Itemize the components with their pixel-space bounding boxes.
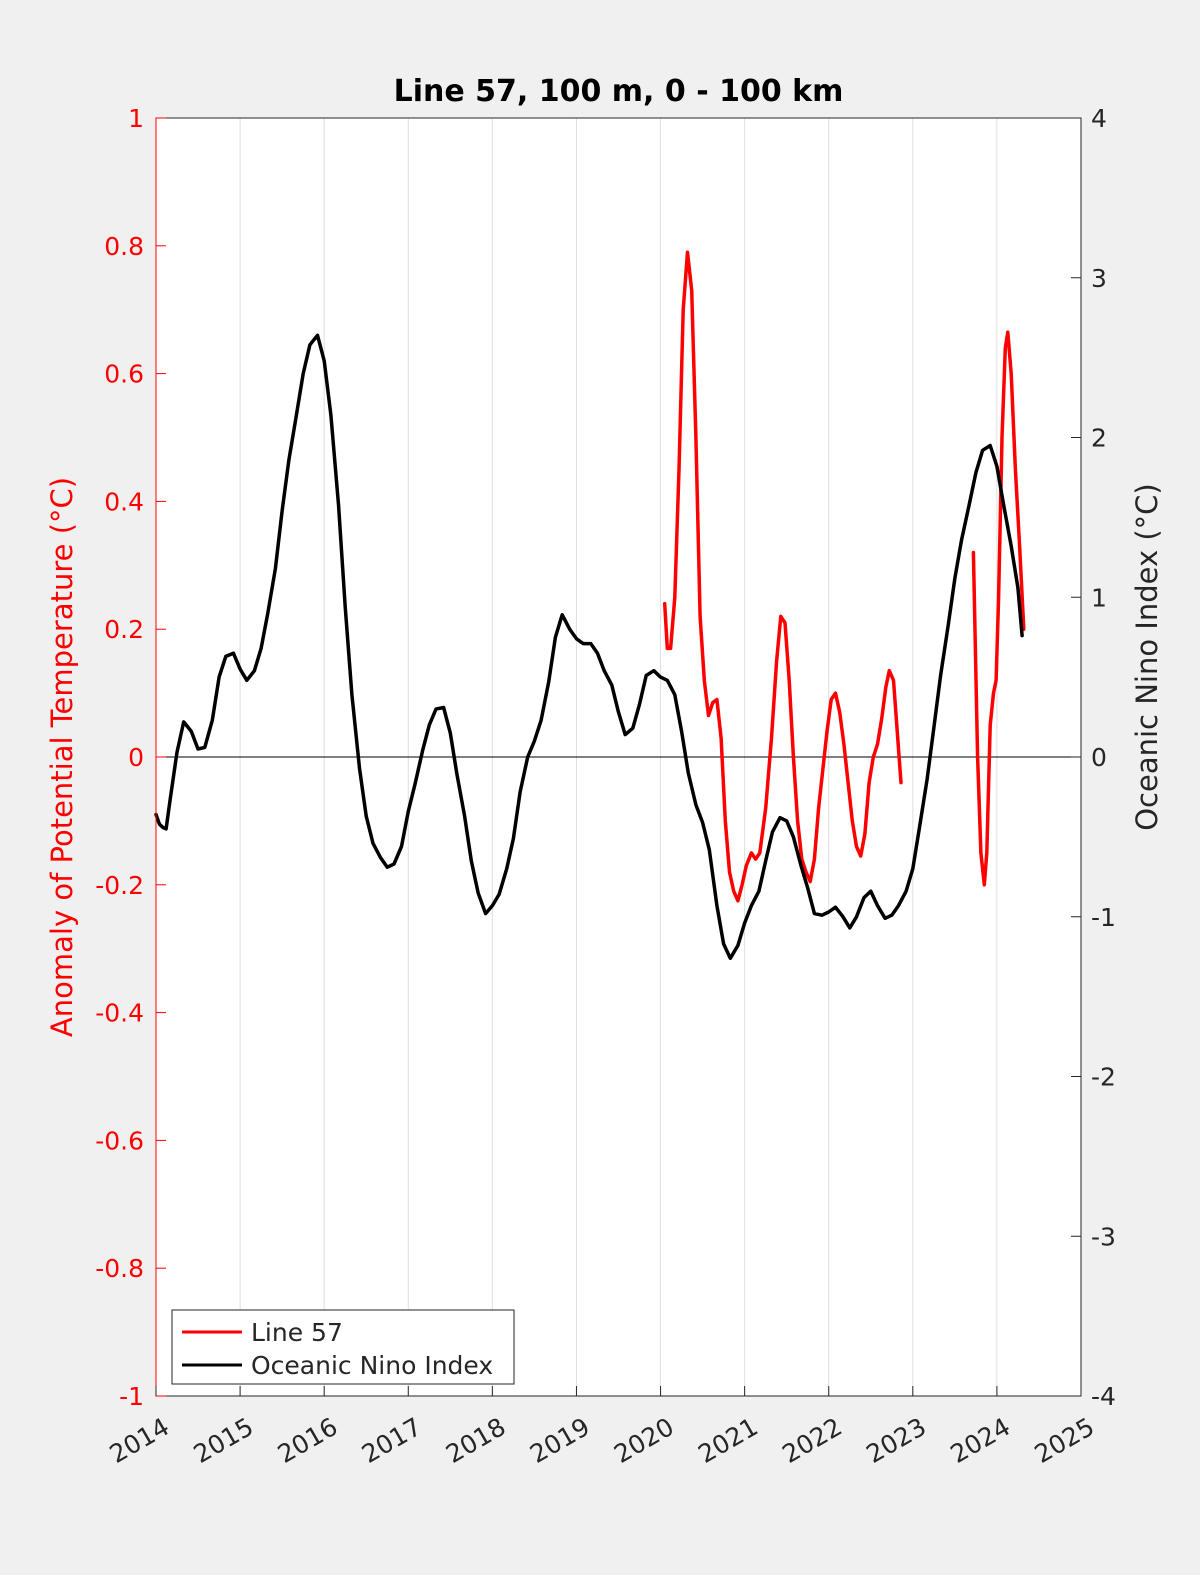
y-tick-label-right: -2	[1091, 1063, 1116, 1092]
y-tick-label-left: -0.6	[95, 1126, 144, 1155]
y-tick-label-right: -3	[1091, 1222, 1116, 1251]
y-tick-label-left: -0.2	[95, 871, 144, 900]
series-oni	[154, 333, 1024, 961]
y-tick-label-left: -1	[119, 1382, 144, 1411]
y-tick-label-left: -0.4	[95, 999, 144, 1028]
y-tick-label-left: -0.8	[95, 1254, 144, 1283]
legend: Line 57 Oceanic Nino Index	[171, 1309, 515, 1385]
legend-label-line-57: Line 57	[251, 1318, 343, 1347]
y-axis-label-right: Oceanic Nino Index (°C)	[1130, 483, 1164, 831]
chart-title: Line 57, 100 m, 0 - 100 km	[394, 74, 844, 109]
y-tick-label-left: 0.2	[104, 615, 144, 644]
y-tick-label-right: -4	[1091, 1382, 1116, 1411]
y-tick-label-right: 3	[1091, 264, 1107, 293]
y-tick-label-left: 1	[128, 104, 144, 133]
y-tick-label-right: 4	[1091, 104, 1107, 133]
y-tick-label-left: 0	[128, 743, 144, 772]
series-line-57	[662, 250, 903, 903]
y-tick-label-left: 0.4	[104, 487, 144, 516]
series-layer	[154, 250, 1026, 961]
y-tick-label-right: -1	[1091, 903, 1116, 932]
left-y-axis: -1 -0.8 -0.6 -0.4 -0.2 0 0.2 0.4 0.6 0.8 1	[95, 104, 166, 1411]
y-axis-label-left: Anomaly of Potential Temperature (°C)	[45, 477, 79, 1037]
right-y-axis: -4 -3 -2 -1 0 1 2 3 4	[1071, 104, 1116, 1411]
y-tick-label-right: 0	[1091, 743, 1107, 772]
legend-label-oni: Oceanic Nino Index	[251, 1351, 493, 1380]
y-tick-label-left: 0.8	[104, 232, 144, 261]
legend-box	[171, 1309, 515, 1385]
y-tick-label-right: 1	[1091, 583, 1107, 612]
y-tick-label-right: 2	[1091, 424, 1107, 453]
series-line-57	[971, 330, 1026, 887]
y-tick-label-left: 0.6	[104, 360, 144, 389]
